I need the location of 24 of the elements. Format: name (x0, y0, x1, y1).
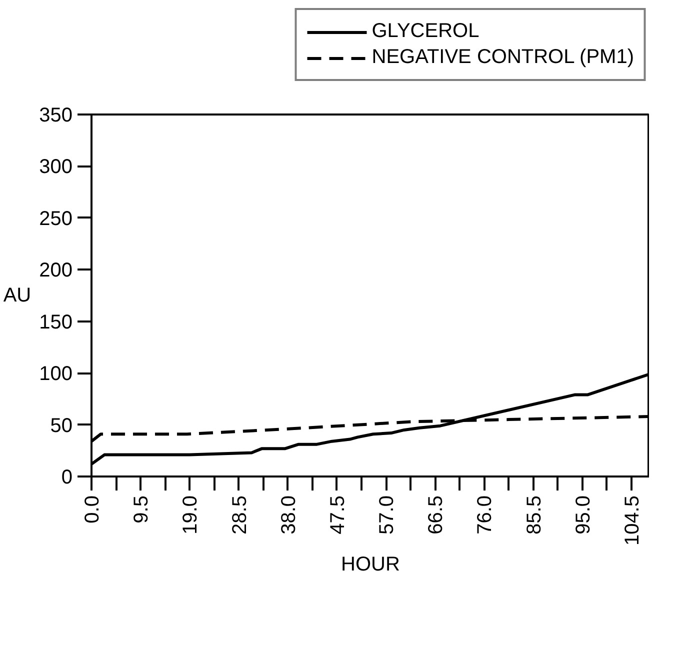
x-tick-label: 9.5 (130, 495, 153, 524)
x-tick-label: 47.5 (326, 495, 349, 534)
x-tick-label: 66.5 (425, 495, 448, 534)
y-tick-label: 100 (39, 363, 73, 386)
x-tick-label: 104.5 (621, 495, 644, 546)
x-tick-label: 38.0 (278, 495, 300, 534)
x-tick-label: 95.0 (572, 495, 594, 534)
x-tick-label: 0.0 (82, 495, 104, 524)
y-axis-title: AU (3, 284, 32, 306)
legend-label: GLYCEROL (372, 20, 480, 43)
y-tick-label: 200 (39, 260, 73, 282)
y-tick-label: 300 (39, 156, 73, 178)
y-tick-label: 350 (39, 104, 73, 126)
y-tick-label: 250 (39, 208, 73, 230)
x-tick-label: 57.0 (376, 495, 398, 534)
x-axis-title: HOUR (341, 554, 400, 576)
x-tick-label: 85.5 (523, 495, 546, 534)
legend-label: NEGATIVE CONTROL (PM1) (372, 46, 634, 69)
y-tick-label: 0 (61, 466, 72, 488)
y-tick-label: 50 (50, 414, 73, 437)
x-tick-label: 19.0 (180, 495, 202, 534)
x-tick-label: 28.5 (228, 495, 251, 534)
x-tick-label: 76.0 (474, 495, 496, 534)
y-tick-label: 150 (39, 311, 73, 334)
